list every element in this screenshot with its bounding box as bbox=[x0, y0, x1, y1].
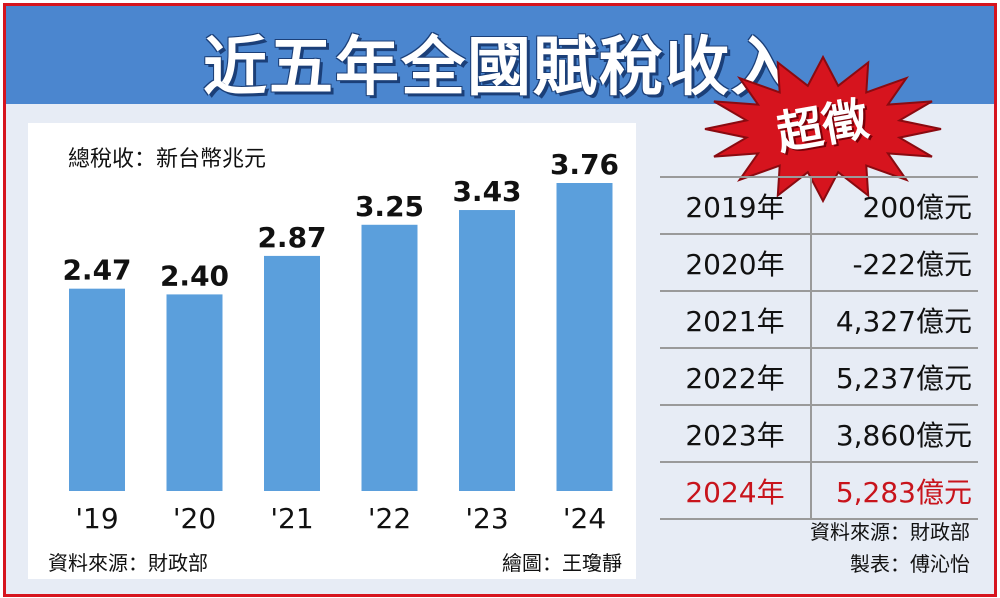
bar-3 bbox=[361, 224, 418, 491]
infographic-frame: 近五年全國賦稅收入 2.47 '19 2.40 '20 2.87 '21 3.25 '22 3.… bbox=[3, 3, 997, 597]
table-cell-year: 2019年 bbox=[660, 176, 812, 234]
x-tick-label-5: '24 bbox=[563, 502, 606, 535]
page-title: 近五年全國賦稅收入 bbox=[203, 31, 797, 105]
bar-0 bbox=[69, 288, 125, 491]
table-cell-year: 2021年 bbox=[660, 290, 812, 348]
table-cell-amount: 3,860億元 bbox=[811, 404, 978, 462]
table-cell-amount: 5,283億元 bbox=[811, 461, 978, 520]
table-row: 2022年 5,237億元 bbox=[660, 347, 978, 405]
table-row: 2020年 -222億元 bbox=[660, 233, 978, 291]
x-tick-label-0: '19 bbox=[75, 502, 118, 535]
table-row: 2019年 200億元 bbox=[660, 176, 978, 234]
bar-4 bbox=[459, 210, 515, 491]
value-label-2: 2.87 bbox=[257, 221, 326, 254]
table-credit: 製表：傅沁怡 bbox=[850, 552, 970, 576]
chart-panel: 2.47 '19 2.40 '20 2.87 '21 3.25 '22 3.43 '23 3.76 '… bbox=[28, 123, 636, 579]
header-banner: 近五年全國賦稅收入 bbox=[6, 6, 994, 105]
table-row: 2023年 3,860億元 bbox=[660, 404, 978, 462]
x-tick-label-2: '21 bbox=[270, 502, 313, 535]
table-row: 2024年 5,283億元 bbox=[660, 461, 978, 520]
table-cell-year: 2020年 bbox=[660, 233, 812, 291]
table-cell-year: 2024年 bbox=[660, 461, 812, 520]
table-row: 2021年 4,327億元 bbox=[660, 290, 978, 348]
chart-source: 資料來源：財政部 bbox=[48, 551, 208, 575]
value-label-1: 2.40 bbox=[160, 259, 229, 292]
x-tick-label-1: '20 bbox=[173, 502, 216, 535]
table-source: 資料來源：財政部 bbox=[810, 520, 970, 544]
value-label-0: 2.47 bbox=[62, 254, 131, 287]
chart-credit: 繪圖：王瓊靜 bbox=[502, 551, 622, 575]
x-tick-label-4: '23 bbox=[465, 502, 508, 535]
value-label-4: 3.43 bbox=[452, 175, 521, 208]
value-label-5: 3.76 bbox=[550, 148, 619, 181]
table-cell-amount: 5,237億元 bbox=[811, 347, 978, 405]
bar-1 bbox=[166, 294, 223, 491]
table-cell-amount: -222億元 bbox=[811, 233, 978, 291]
table-cell-year: 2023年 bbox=[660, 404, 812, 462]
table-cell-amount: 200億元 bbox=[811, 176, 978, 234]
table-cell-year: 2022年 bbox=[660, 347, 812, 405]
table-cell-amount: 4,327億元 bbox=[811, 290, 978, 348]
value-label-3: 3.25 bbox=[355, 190, 424, 223]
x-tick-label-3: '22 bbox=[368, 502, 411, 535]
bar-5 bbox=[556, 183, 613, 491]
bar-chart: 2.47 '19 2.40 '20 2.87 '21 3.25 '22 3.43 '23 3.76 '… bbox=[62, 148, 619, 535]
tax-surplus-table: 2019年 200億元 2020年 -222億元 2021年 4,327億元 2022年 5,… bbox=[660, 176, 978, 520]
bar-2 bbox=[264, 255, 320, 491]
chart-unit-label: 總稅收：新台幣兆元 bbox=[68, 147, 267, 172]
